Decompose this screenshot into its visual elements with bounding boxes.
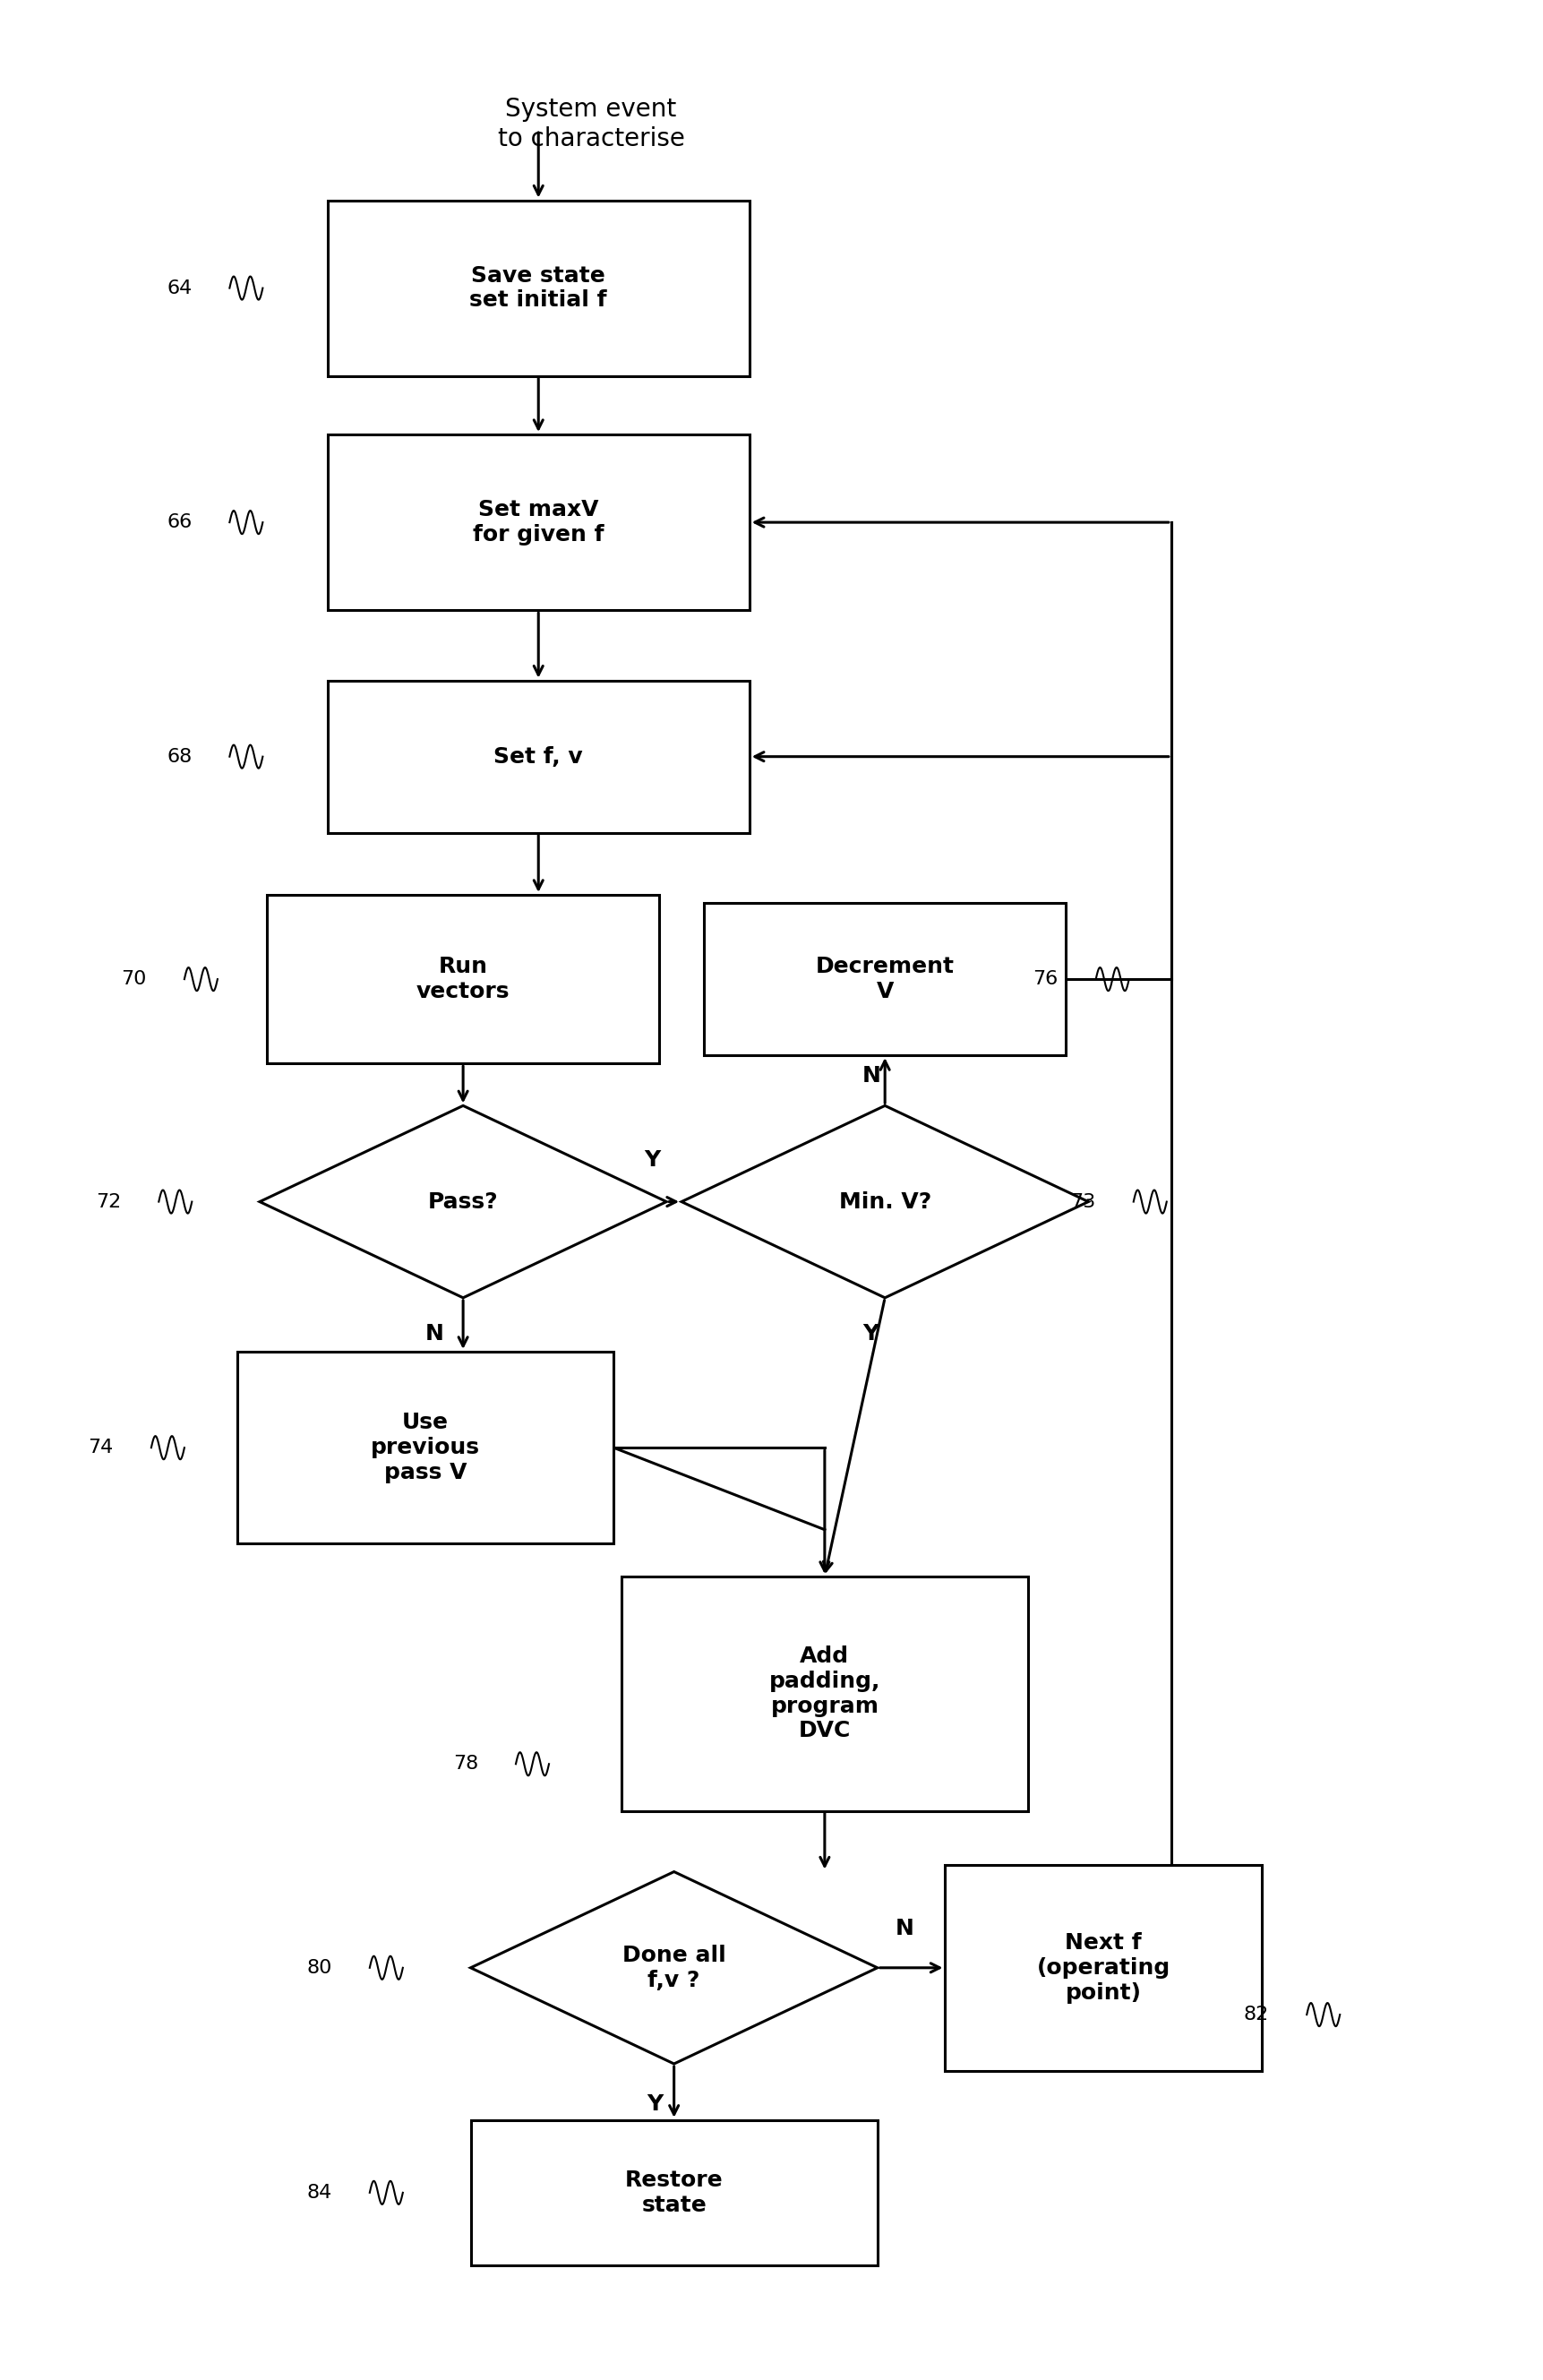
Polygon shape	[680, 1107, 1088, 1297]
Text: Y: Y	[647, 2094, 663, 2116]
Polygon shape	[259, 1107, 667, 1297]
FancyBboxPatch shape	[620, 1576, 1028, 1811]
Text: Save state
set initial f: Save state set initial f	[469, 264, 606, 312]
Text: 64: 64	[167, 278, 191, 298]
Text: 66: 66	[167, 514, 191, 531]
FancyBboxPatch shape	[327, 681, 748, 833]
Text: 80: 80	[307, 1959, 332, 1978]
Text: Min. V?: Min. V?	[838, 1190, 930, 1211]
Text: 84: 84	[307, 2185, 332, 2202]
FancyBboxPatch shape	[944, 1864, 1261, 2071]
Text: 72: 72	[96, 1192, 120, 1211]
FancyBboxPatch shape	[704, 902, 1065, 1054]
Text: System event
to characterise: System event to characterise	[497, 98, 684, 152]
FancyBboxPatch shape	[327, 200, 748, 376]
Text: 68: 68	[167, 747, 191, 766]
Text: 76: 76	[1032, 971, 1057, 988]
FancyBboxPatch shape	[327, 436, 748, 609]
Text: Pass?: Pass?	[427, 1190, 498, 1211]
Text: 74: 74	[88, 1440, 114, 1457]
Text: Set maxV
for given f: Set maxV for given f	[472, 500, 603, 545]
Text: Y: Y	[863, 1323, 878, 1345]
Text: N: N	[863, 1066, 881, 1088]
Text: Run
vectors: Run vectors	[417, 957, 509, 1002]
Text: 73: 73	[1069, 1192, 1096, 1211]
Text: N: N	[895, 1918, 913, 1940]
Text: Decrement
V: Decrement V	[815, 957, 954, 1002]
Text: Add
padding,
program
DVC: Add padding, program DVC	[768, 1645, 880, 1742]
Text: Y: Y	[643, 1150, 660, 1171]
FancyBboxPatch shape	[267, 895, 659, 1064]
Text: 82: 82	[1244, 2006, 1268, 2023]
FancyBboxPatch shape	[471, 2121, 876, 2266]
FancyBboxPatch shape	[238, 1352, 614, 1545]
Text: 70: 70	[122, 971, 147, 988]
Text: Done all
f,v ?: Done all f,v ?	[622, 1944, 725, 1992]
Text: Use
previous
pass V: Use previous pass V	[370, 1411, 480, 1483]
Polygon shape	[471, 1871, 876, 2063]
Text: 78: 78	[452, 1754, 478, 1773]
Text: Next f
(operating
point): Next f (operating point)	[1035, 1933, 1170, 2004]
Text: N: N	[426, 1323, 444, 1345]
Text: Set f, v: Set f, v	[494, 745, 583, 766]
Text: Restore
state: Restore state	[625, 2171, 722, 2216]
